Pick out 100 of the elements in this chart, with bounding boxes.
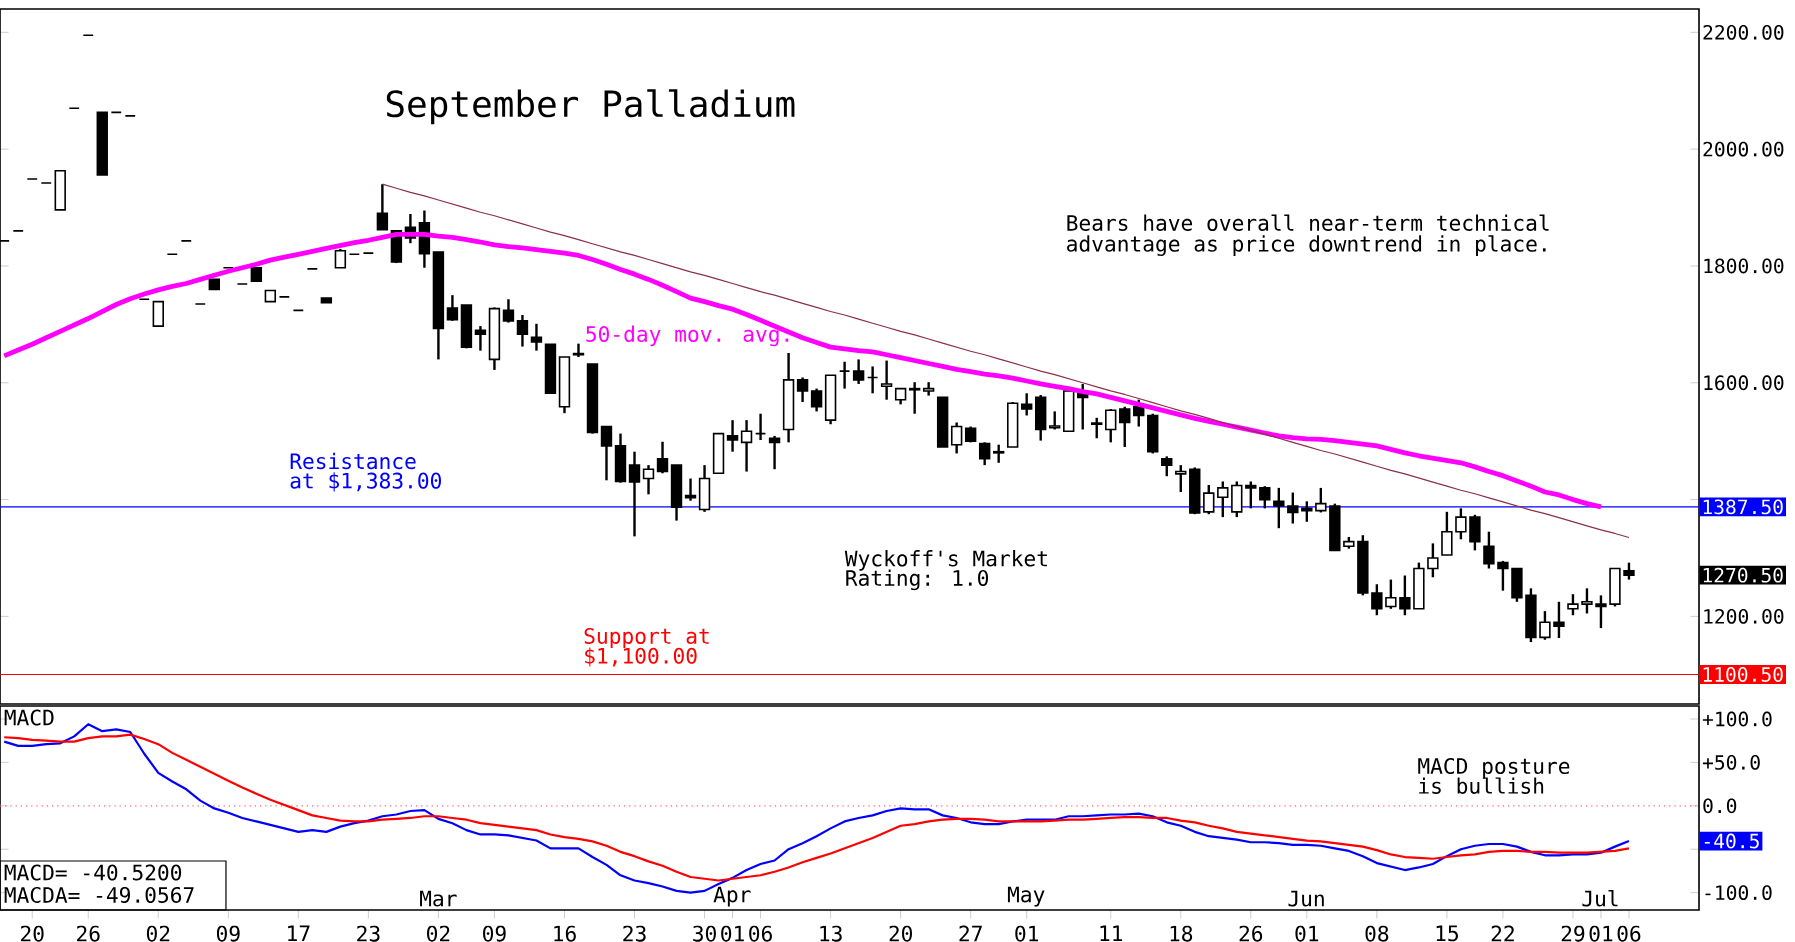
x-tick-label: 27 bbox=[959, 925, 982, 942]
candlestick bbox=[502, 298, 515, 324]
candlestick bbox=[852, 358, 865, 386]
candlestick bbox=[1315, 486, 1327, 514]
candlestick bbox=[908, 380, 921, 415]
y-tick-label: 1600.00 bbox=[1704, 375, 1784, 391]
candlestick bbox=[838, 360, 851, 390]
text: -40.5 bbox=[1704, 833, 1759, 849]
y-tick-label: -100.0 bbox=[1705, 885, 1772, 901]
candlestick bbox=[1259, 484, 1271, 510]
candlestick bbox=[1441, 510, 1453, 557]
ref-line-label: 1100.50 bbox=[1703, 667, 1783, 682]
candlestick bbox=[768, 434, 781, 471]
y-tick-label: +50.0 bbox=[1702, 754, 1760, 770]
annotation: Bears have overall near-term technical bbox=[1067, 214, 1549, 231]
x-tick-label: 18 bbox=[1170, 925, 1193, 942]
y-tick-label: 2200.00 bbox=[1703, 24, 1784, 40]
candlestick bbox=[1175, 463, 1187, 494]
candlestick bbox=[1020, 392, 1033, 417]
candlestick bbox=[530, 322, 543, 352]
candlestick bbox=[1581, 587, 1593, 615]
y-tick-label: +100.0 bbox=[1702, 711, 1772, 727]
candlestick bbox=[950, 421, 963, 455]
x-tick-label: 20 bbox=[889, 925, 913, 942]
x-tick-label: 23 bbox=[623, 925, 646, 942]
candlestick bbox=[1287, 491, 1299, 525]
candlestick bbox=[1427, 542, 1439, 579]
candlestick bbox=[474, 324, 487, 352]
candlestick bbox=[334, 247, 347, 269]
x-tick-label: 08 bbox=[1365, 925, 1389, 942]
x-tick-label: 16 bbox=[554, 925, 576, 942]
candlestick bbox=[810, 387, 823, 413]
candlestick bbox=[992, 443, 1005, 464]
annotation: May bbox=[1007, 886, 1045, 907]
y-tick-label: 2000.00 bbox=[1703, 141, 1784, 157]
x-tick-label: 15 bbox=[1436, 925, 1458, 942]
text: 1270.50 bbox=[1703, 567, 1783, 583]
x-tick-label: 29 bbox=[1561, 925, 1585, 942]
candlestick bbox=[880, 359, 893, 401]
candlestick bbox=[1399, 574, 1411, 617]
annotation: Rating: 1.0 bbox=[846, 569, 989, 591]
annotation: Wyckoff's Market bbox=[844, 550, 1047, 571]
x-tick-label: 20 bbox=[21, 925, 44, 942]
candlestick bbox=[1371, 583, 1383, 617]
candlestick bbox=[600, 425, 613, 482]
x-tick-label: 09 bbox=[216, 925, 240, 942]
candlestick bbox=[684, 477, 697, 502]
annotation: MACDA= -49.0567 bbox=[4, 886, 194, 903]
annotation: at $1,383.00 bbox=[290, 472, 442, 492]
x-tick-label: 02 bbox=[146, 925, 170, 942]
y-tick-label: 0.0 bbox=[1703, 798, 1737, 814]
annotation: Jul bbox=[1582, 890, 1618, 907]
candlestick bbox=[1161, 455, 1173, 478]
candlestick bbox=[1455, 507, 1467, 541]
candlestick bbox=[1217, 480, 1229, 519]
candlestick bbox=[922, 380, 935, 397]
candlestick bbox=[726, 418, 739, 453]
candlestick bbox=[1497, 559, 1509, 592]
x-tick-label: 13 bbox=[820, 925, 842, 942]
candlestick bbox=[1105, 407, 1117, 444]
annotation: MACD= -40.5200 bbox=[4, 864, 182, 881]
candlestick bbox=[1119, 405, 1131, 449]
x-tick-label: 11 bbox=[1100, 925, 1123, 942]
candlestick bbox=[516, 313, 529, 348]
ref-line-label: 1387.50 bbox=[1703, 499, 1783, 515]
x-tick-label: 23 bbox=[357, 925, 380, 942]
x-tick-label: 01 bbox=[1295, 925, 1319, 942]
x-tick-label: 30 bbox=[693, 925, 716, 942]
candlestick bbox=[740, 418, 753, 473]
annotation: is bullish bbox=[1419, 777, 1544, 794]
candlestick bbox=[1385, 578, 1397, 610]
candlestick bbox=[376, 183, 389, 231]
candlestick bbox=[656, 440, 669, 475]
annotation: MACD bbox=[4, 709, 54, 726]
candlestick bbox=[1273, 486, 1285, 530]
candlestick bbox=[754, 412, 767, 442]
annotation: advantage as price downtrend in place. bbox=[1067, 235, 1546, 257]
candlestick bbox=[866, 365, 879, 395]
candlestick bbox=[1203, 483, 1215, 516]
candlestick bbox=[446, 293, 459, 323]
candlestick bbox=[1567, 592, 1579, 617]
candlestick bbox=[1483, 530, 1495, 570]
candlestick bbox=[1245, 480, 1257, 510]
candlestick bbox=[1539, 609, 1551, 641]
candlestick bbox=[978, 441, 991, 467]
x-tick-label: 09 bbox=[483, 925, 506, 942]
annotation: Apr bbox=[713, 886, 751, 907]
x-tick-label: 26 bbox=[1239, 925, 1263, 942]
x-tick-label: 01 bbox=[1015, 925, 1039, 942]
x-tick-label: 06 bbox=[749, 925, 772, 942]
x-tick-label: 26 bbox=[77, 925, 100, 942]
annotation: Jun bbox=[1288, 890, 1324, 907]
x-tick-label: 02 bbox=[427, 925, 450, 942]
candlestick bbox=[1091, 416, 1103, 440]
annotation: $1,100.00 bbox=[585, 647, 697, 667]
candlestick bbox=[628, 450, 641, 538]
x-tick-label: 01 bbox=[721, 925, 744, 942]
annotation: Mar bbox=[420, 890, 457, 907]
x-tick-label: 06 bbox=[1617, 925, 1641, 942]
candlestick bbox=[1595, 594, 1607, 630]
